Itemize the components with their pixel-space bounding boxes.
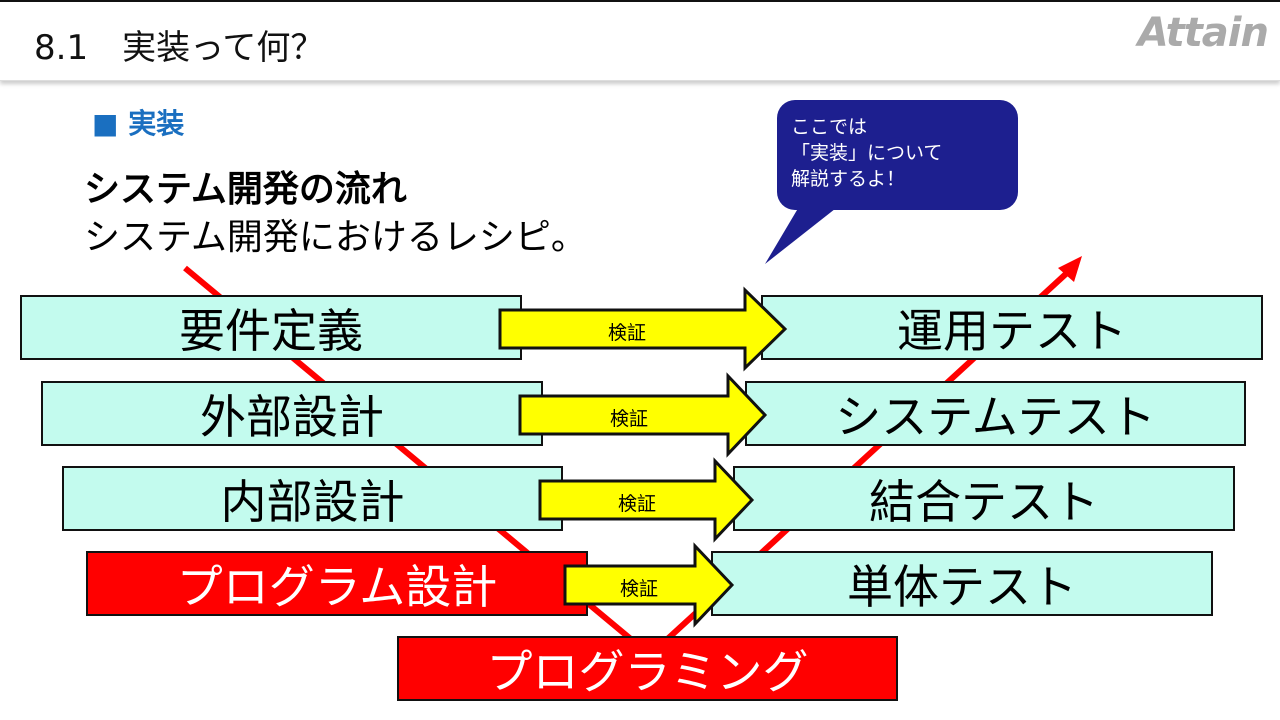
bubble-tail <box>765 205 840 264</box>
step-system-test: システムテスト <box>745 381 1246 446</box>
logo: Attain <box>1137 10 1269 56</box>
header: 8.1 実装って何？ Attain <box>0 0 1280 81</box>
heading: システム開発の流れ <box>84 169 407 210</box>
step-programming: プログラミング <box>397 636 898 701</box>
verify-arrow-3 <box>538 457 755 543</box>
bubble-line: 解説するよ！ <box>791 168 906 190</box>
subheading: システム開発におけるレシピ。 <box>84 217 587 258</box>
arrowhead-icon <box>1058 256 1082 282</box>
step-program-design: プログラム設計 <box>86 551 588 616</box>
verify-arrow-2 <box>518 372 768 458</box>
step-requirements: 要件定義 <box>20 295 522 360</box>
page-title: 8.1 実装って何？ <box>34 28 325 68</box>
bubble-line: 「実装」について <box>791 142 943 164</box>
step-internal-design: 内部設計 <box>62 466 563 531</box>
step-integration-test: 結合テスト <box>733 466 1235 531</box>
bubble-line: ここでは <box>791 116 868 138</box>
step-unit-test: 単体テスト <box>711 551 1213 616</box>
verify-label: 検証 <box>618 493 657 515</box>
section-label: ■ 実装 <box>92 107 185 140</box>
verify-label: 検証 <box>620 578 659 600</box>
verify-label: 検証 <box>608 322 647 344</box>
speech-bubble: ここでは 「実装」について 解説するよ！ <box>777 100 1018 210</box>
verify-label: 検証 <box>610 408 649 430</box>
step-external-design: 外部設計 <box>41 381 543 446</box>
step-operation-test: 運用テスト <box>761 295 1263 360</box>
verify-arrow-1 <box>498 286 788 372</box>
verify-arrow-4 <box>563 542 735 628</box>
